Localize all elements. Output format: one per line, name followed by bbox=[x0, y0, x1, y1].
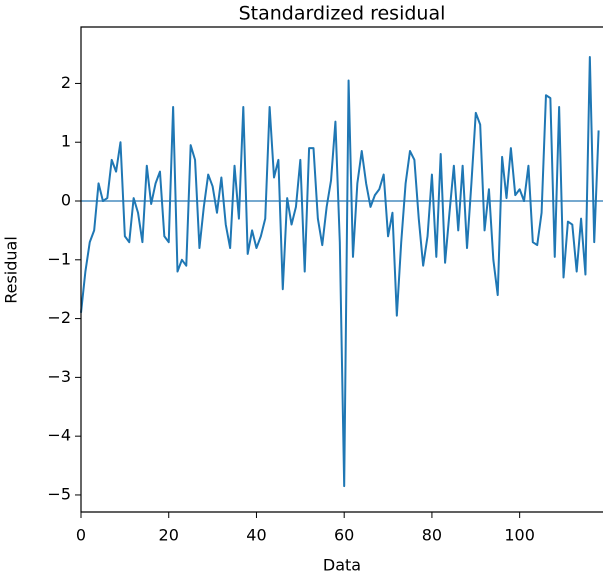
y-tick-label: 0 bbox=[61, 191, 71, 210]
y-tick-label: 2 bbox=[61, 73, 71, 92]
y-tick-label: −5 bbox=[47, 484, 71, 503]
chart-title: Standardized residual bbox=[239, 3, 446, 25]
x-tick-label: 80 bbox=[422, 526, 442, 545]
y-tick-label: −4 bbox=[47, 426, 71, 445]
x-tick-label: 60 bbox=[334, 526, 354, 545]
axes-frame bbox=[80, 26, 603, 513]
x-tick-label: 100 bbox=[504, 526, 535, 545]
y-axis-label: Residual bbox=[2, 236, 21, 304]
y-tick-label: −3 bbox=[47, 367, 71, 386]
x-tick-label: 40 bbox=[246, 526, 266, 545]
y-tick-label: 1 bbox=[61, 132, 71, 151]
x-tick-label: 20 bbox=[159, 526, 179, 545]
y-tick-label: −1 bbox=[47, 249, 71, 268]
x-tick-label: 0 bbox=[76, 526, 86, 545]
x-axis-label: Data bbox=[323, 556, 361, 575]
series-line bbox=[80, 55, 600, 488]
y-tick-label: −2 bbox=[47, 308, 71, 327]
